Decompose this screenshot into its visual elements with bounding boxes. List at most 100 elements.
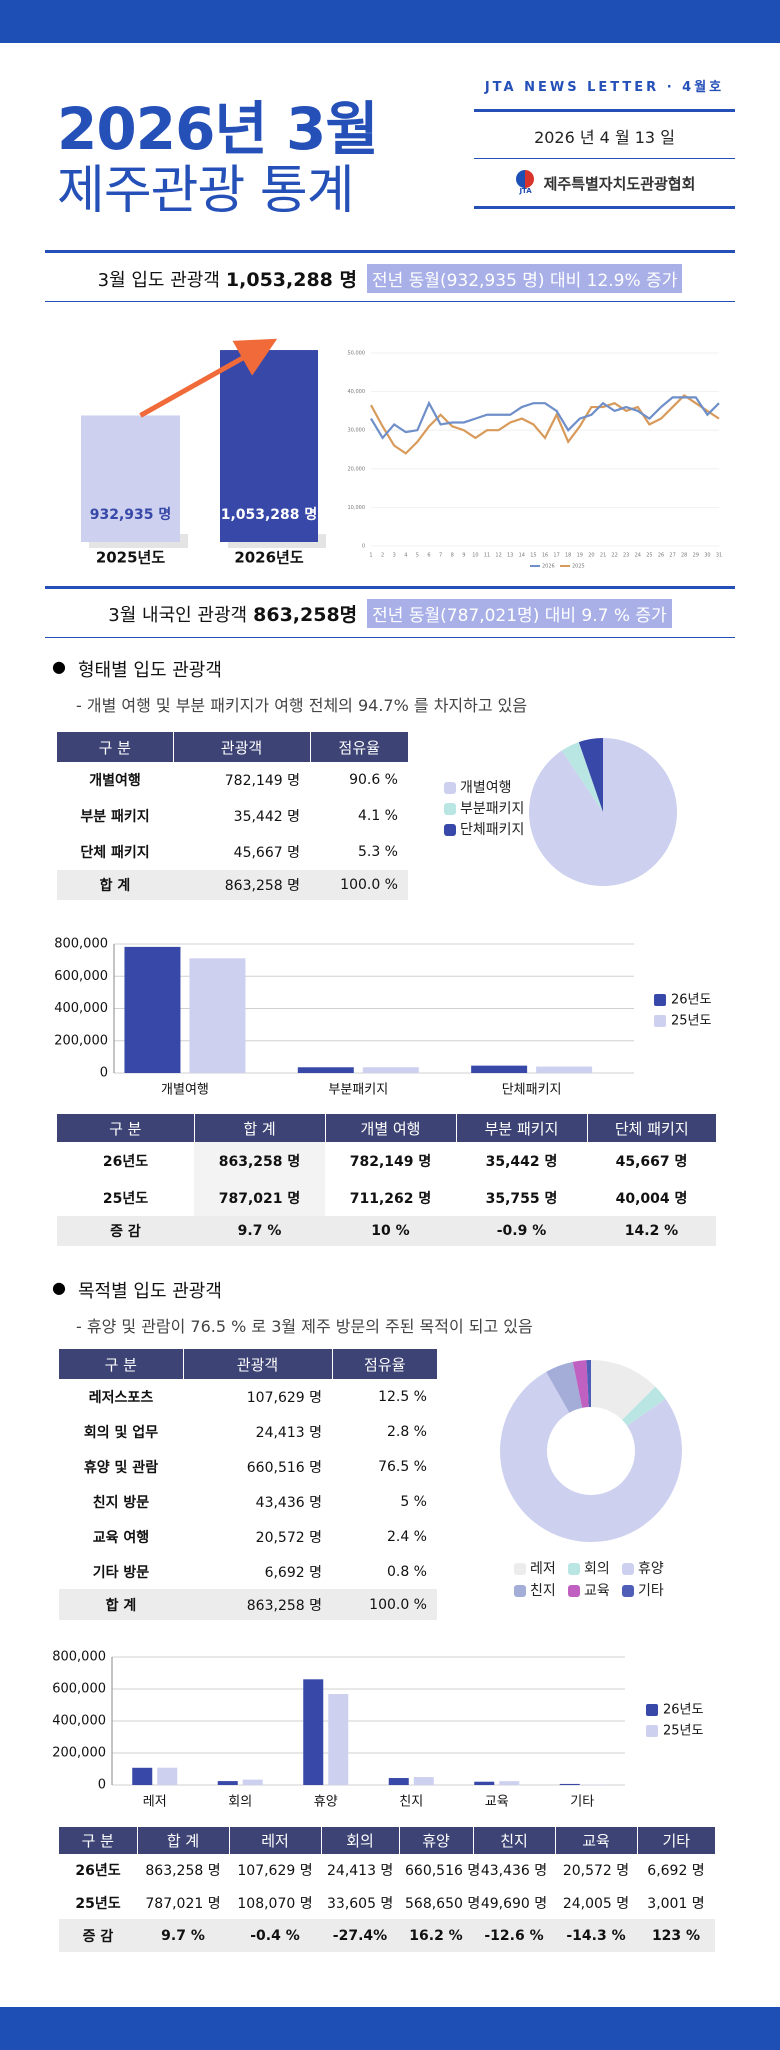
table-cell: -0.9 % <box>496 1223 547 1239</box>
table-cell: 35,442 명 <box>485 1153 558 1170</box>
x-tick-label: 12 <box>495 553 501 559</box>
legend-label: 휴양 <box>638 1561 664 1577</box>
summary-note: 전년 동월(787,021명) 대비 9.7 % 증가 <box>367 599 672 628</box>
table-cell: 합 계 <box>105 1597 137 1614</box>
table-cell: 5.3 % <box>357 844 398 860</box>
rule <box>45 586 735 589</box>
table-cell: 24,005 명 <box>562 1895 630 1912</box>
table-cell: 90.6 % <box>349 772 398 788</box>
legend-label: 2026 <box>542 564 555 570</box>
table-cell: 증 감 <box>110 1224 141 1240</box>
table-cell: 6,692 명 <box>264 1564 322 1581</box>
rule <box>474 109 735 112</box>
x-tick-label: 19 <box>577 553 583 559</box>
summary-value: 863,258명 <box>253 604 358 626</box>
table-cell: 782,149 명 <box>349 1153 432 1170</box>
table-row: 기타 방문 6,692 명 0.8 % <box>59 1554 437 1589</box>
y-tick-label: 400,000 <box>54 1001 108 1016</box>
table-row: 레저스포츠 107,629 명 12.5 % <box>59 1379 437 1414</box>
legend-swatch <box>568 1563 580 1575</box>
table-cell: 3,001 명 <box>647 1895 705 1912</box>
legend-swatch <box>646 1704 658 1716</box>
header-cell: 구 분 <box>59 1827 137 1854</box>
x-tick-label: 27 <box>669 553 675 559</box>
total-row: 합 계 863,258 명 100.0 % <box>59 1589 437 1620</box>
rule <box>45 301 735 302</box>
bar <box>536 1066 593 1073</box>
x-tick-label: 17 <box>553 553 559 559</box>
legend-swatch <box>654 1015 666 1027</box>
legend-label: 개별여행 <box>460 780 512 796</box>
legend-swatch <box>622 1563 634 1575</box>
header-cell: 점유율 <box>309 732 408 762</box>
table-cell: 107,629 명 <box>246 1389 322 1406</box>
bar <box>471 1065 528 1073</box>
legend-label: 26년도 <box>671 993 712 1008</box>
table-cell: 9.7 % <box>237 1223 282 1239</box>
legend-swatch <box>514 1585 526 1597</box>
section-desc: - 휴양 및 관람이 76.5 % 로 3월 제주 방문의 주된 목적이 되고 … <box>76 1317 533 1336</box>
section-title: 형태별 입도 관광객 <box>78 660 222 681</box>
section-desc: - 개별 여행 및 부분 패키지가 여행 전체의 94.7% 를 차지하고 있음 <box>76 696 528 715</box>
pie-slice <box>586 1360 591 1408</box>
x-tick-label: 16 <box>542 553 548 559</box>
table-cell: 107,629 명 <box>237 1863 313 1879</box>
table-cell: 49,690 명 <box>480 1895 548 1912</box>
header-cell: 친지 <box>472 1827 555 1854</box>
total-row: 증 감 9.7 % 10 % -0.9 % 14.2 % <box>57 1216 716 1246</box>
x-tick-label: 부분패키지 <box>328 1083 388 1098</box>
pie-slice <box>591 1360 656 1420</box>
table-cell: -12.6 % <box>484 1927 544 1944</box>
table-cell: 100.0 % <box>369 1596 427 1613</box>
header-row: 구 분 관광객 점유율 <box>59 1349 437 1379</box>
bar <box>413 1777 434 1785</box>
legend-label: 2025 <box>572 564 585 570</box>
table-cell: 100.0 % <box>340 877 398 893</box>
y-tick-label: 50,000 <box>348 351 366 357</box>
x-tick-label: 22 <box>611 553 617 559</box>
y-tick-label: 800,000 <box>52 1650 106 1665</box>
table-cell: 20,572 명 <box>562 1863 630 1879</box>
table-cell: 회의 및 업무 <box>83 1424 159 1441</box>
legend-label: 레저 <box>530 1561 556 1577</box>
growth-arrow <box>139 338 278 418</box>
table-cell: 휴양 및 관람 <box>83 1459 159 1476</box>
total-row: 증 감 9.7 % -0.4 % -27.4% 16.2 % -12.6 % -14.3 %… <box>59 1919 715 1952</box>
table-cell: 12.5 % <box>378 1388 427 1405</box>
subtitle: 제주관광 통계 <box>57 161 355 221</box>
legend-label: 부분패키지 <box>460 801 524 817</box>
org-name: 제주특별자치도관광협회 <box>543 174 696 193</box>
bar <box>303 1679 324 1785</box>
bar <box>499 1781 520 1785</box>
table-cell: 863,258 명 <box>145 1863 221 1879</box>
y-tick-label: 0 <box>100 1066 108 1081</box>
table-cell: 35,442 명 <box>233 809 300 825</box>
table-cell: -27.4% <box>332 1927 388 1944</box>
pie-slice <box>500 1371 682 1543</box>
table-cell: 기타 방문 <box>92 1564 150 1581</box>
bar <box>362 1067 419 1073</box>
x-tick-label: 20 <box>588 553 594 559</box>
table-cell: 711,262 명 <box>349 1190 432 1207</box>
summary: 3월 입도 관광객 1,053,288 명 전년 동월(932,935 명) 대… <box>0 264 780 293</box>
table-cell: 25년도 <box>102 1190 149 1207</box>
table-cell: 26년도 <box>75 1863 121 1879</box>
legend-label: 친지 <box>530 1583 556 1599</box>
x-tick-label: 단체패키지 <box>502 1083 562 1098</box>
table-cell: 40,004 명 <box>615 1190 688 1207</box>
org-row: JTA 제주특별자치도관광협회 <box>474 170 735 196</box>
table-row: 친지 방문 43,436 명 5 % <box>59 1484 437 1519</box>
table-cell: 863,258 명 <box>194 1142 325 1179</box>
header-cell: 교육 <box>554 1827 637 1854</box>
table-cell: 35,755 명 <box>485 1190 558 1207</box>
table-cell: 단체 패키지 <box>80 845 150 861</box>
x-tick-label: 14 <box>519 553 525 559</box>
table-cell: 증 감 <box>82 1928 114 1945</box>
legend-swatch <box>514 1563 526 1575</box>
table-cell: 6,692 명 <box>647 1863 705 1879</box>
header-cell: 기타 <box>636 1827 715 1854</box>
